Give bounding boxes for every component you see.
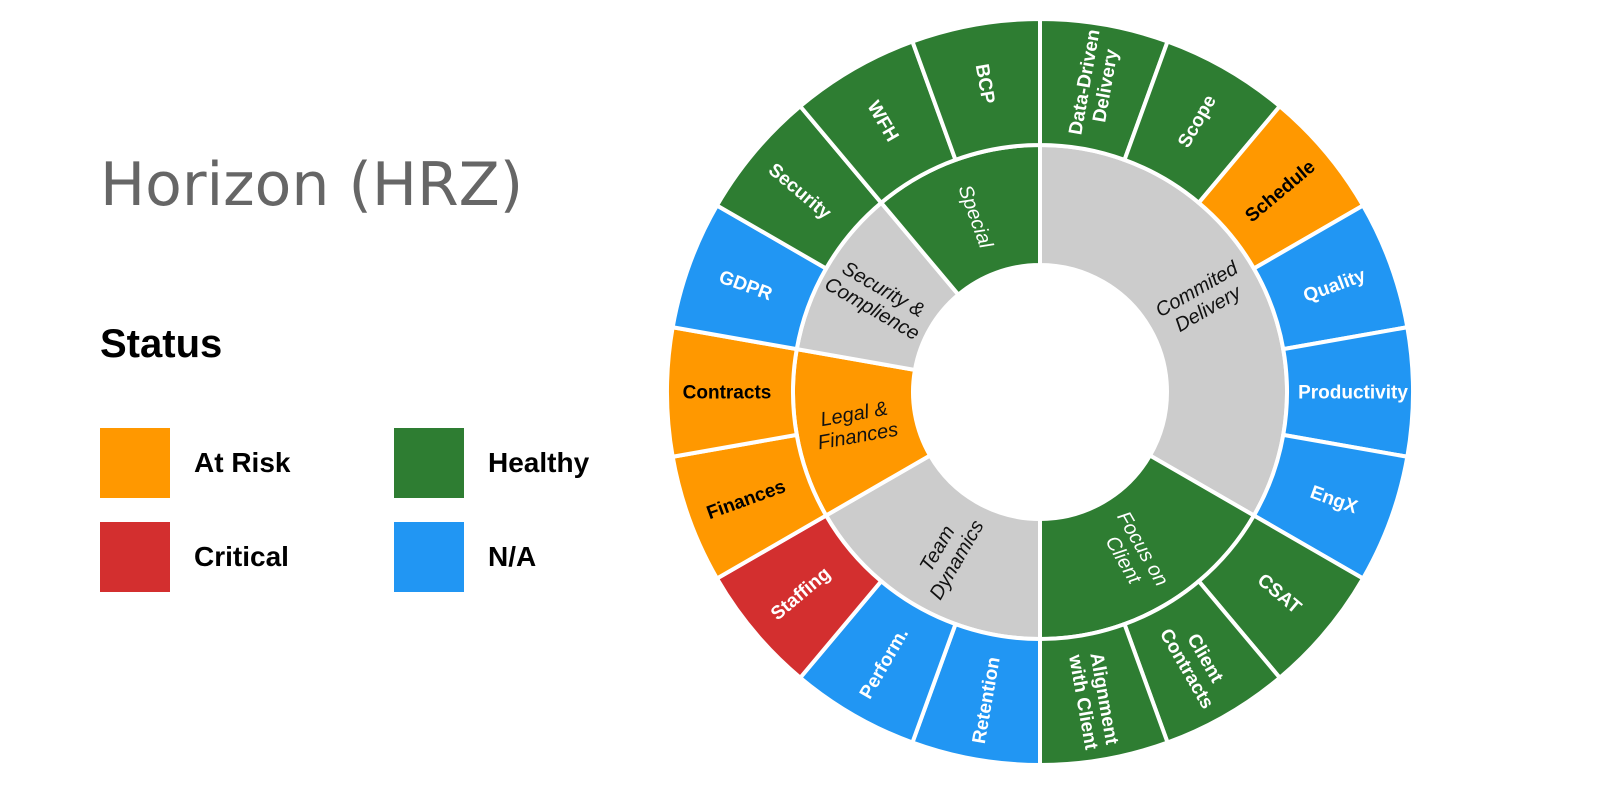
- legend-swatch-at-risk: [100, 428, 170, 498]
- outer-label-contracts: Contracts: [683, 383, 772, 404]
- legend-label-critical: Critical: [194, 541, 289, 572]
- legend-label-at-risk: At Risk: [194, 447, 291, 478]
- legend-item-at-risk: At Risk: [100, 428, 290, 498]
- legend-swatch-critical: [100, 522, 170, 592]
- legend-item-critical: Critical: [100, 522, 289, 592]
- legend-item-na: N/A: [394, 522, 536, 592]
- legend-label-healthy: Healthy: [488, 447, 590, 478]
- legend-item-healthy: Healthy: [394, 428, 589, 498]
- outer-label-productivity: Productivity: [1298, 383, 1408, 404]
- legend-title: Status: [100, 322, 223, 366]
- legend-label-na: N/A: [488, 541, 537, 572]
- page-title: Horizon (HRZ): [100, 150, 524, 220]
- legend-swatch-na: [394, 522, 464, 592]
- legend-swatch-healthy: [394, 428, 464, 498]
- outer-segment-bcp: [909, 16, 1042, 163]
